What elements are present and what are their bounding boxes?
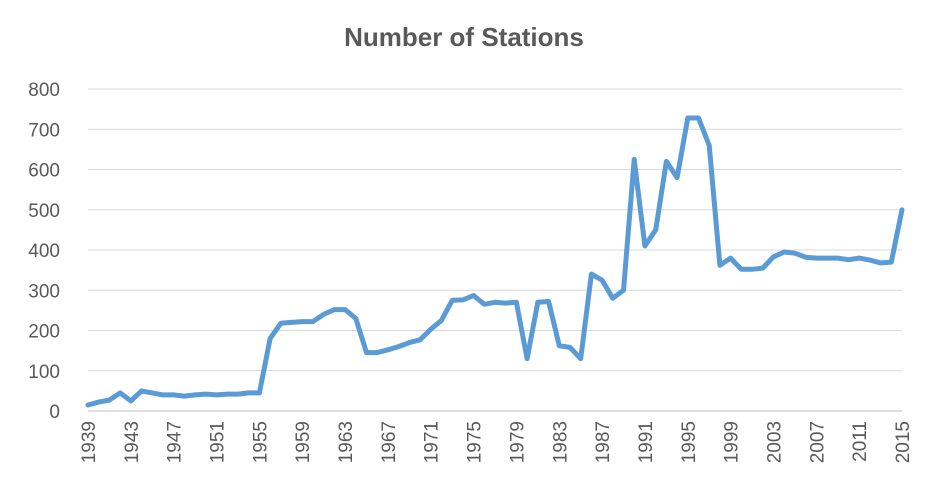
x-tick-label: 1991: [636, 421, 657, 463]
y-tick-label: 400: [28, 241, 60, 262]
y-tick-label: 500: [28, 201, 60, 222]
x-tick-label: 1943: [122, 421, 143, 463]
y-tick-label: 300: [28, 281, 60, 302]
x-tick-label: 1975: [465, 421, 486, 463]
series-line-number-of-stations: [85, 115, 905, 408]
y-axis-tick-labels: 0 100 200 300 400 500 600 700 800: [28, 80, 60, 423]
y-tick-label: 0: [49, 402, 60, 423]
y-tick-label: 100: [28, 362, 60, 383]
y-tick-label: 700: [28, 120, 60, 141]
x-tick-label: 1947: [165, 421, 186, 463]
x-tick-label: 2003: [764, 421, 785, 463]
x-tick-label: 2015: [893, 421, 914, 463]
x-tick-label: 2007: [807, 421, 828, 463]
x-tick-label: 1987: [593, 421, 614, 463]
chart-title: Number of Stations: [344, 22, 584, 52]
y-tick-label: 600: [28, 161, 60, 182]
x-axis-tick-labels: 1939 1943 1947 1951 1955 1959 1963 1967 1971 1975…: [79, 421, 914, 463]
x-tick-label: 1939: [79, 421, 100, 463]
gridlines: [88, 88, 902, 372]
x-tick-label: 1995: [679, 421, 700, 463]
x-tick-label: 1951: [208, 421, 229, 463]
x-tick-label: 1959: [293, 421, 314, 463]
x-tick-label: 1979: [507, 421, 528, 463]
x-tick-label: 1963: [336, 421, 357, 463]
x-tick-label: 1967: [379, 421, 400, 463]
x-tick-label: 1971: [422, 421, 443, 463]
y-tick-label: 200: [28, 322, 60, 343]
x-tick-label: 1983: [550, 421, 571, 463]
x-tick-label: 1955: [250, 421, 271, 463]
x-tick-label: 2011: [850, 421, 871, 462]
x-tick-label: 1999: [722, 421, 743, 463]
y-tick-label: 800: [28, 80, 60, 101]
